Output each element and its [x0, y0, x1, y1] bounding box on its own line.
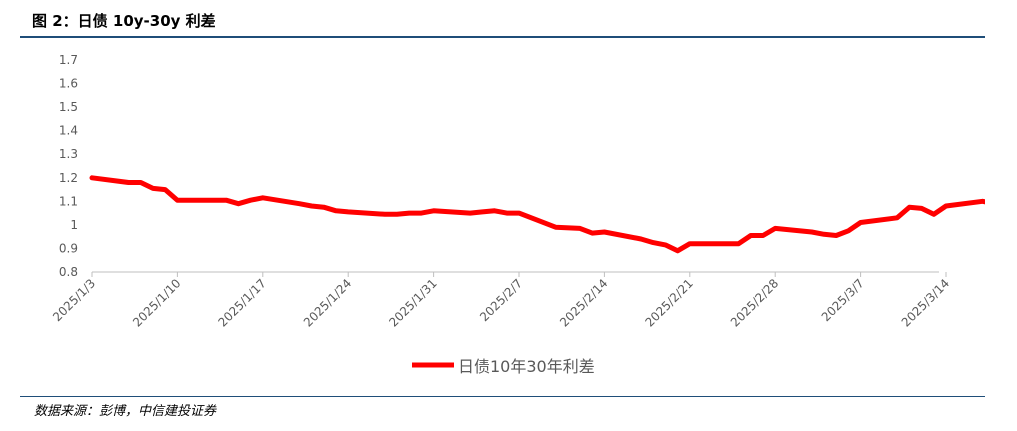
x-tick-label: 2025/2/7: [477, 276, 525, 324]
y-tick-label: 1.6: [59, 77, 78, 91]
source-note: 数据来源：彭博，中信建投证券: [34, 404, 217, 419]
y-tick-label: 1.5: [59, 100, 78, 114]
y-tick-label: 1: [70, 218, 78, 232]
x-tick-label: 2025/1/31: [386, 276, 439, 329]
x-tick-label: 2025/3/14: [899, 276, 952, 329]
x-tick-label: 2025/2/14: [557, 276, 610, 329]
y-tick-label: 1.1: [59, 194, 78, 208]
x-tick-label: 2025/2/21: [643, 276, 696, 329]
x-tick-label: 2025/2/28: [728, 276, 781, 329]
x-tick-label: 2025/1/3: [50, 276, 98, 324]
x-tick-label: 2025/3/21: [984, 276, 985, 329]
legend: 日债10年30年利差: [412, 357, 595, 376]
spread-line-chart: 0.80.911.11.21.31.41.51.61.7 2025/1/3 202…: [50, 53, 1017, 376]
y-tick-label: 0.8: [59, 265, 78, 279]
bottom-rule: [20, 396, 985, 397]
y-tick-label: 1.3: [59, 147, 78, 161]
y-tick-label: 1.4: [59, 124, 78, 138]
x-tick-label: 2025/1/24: [301, 276, 354, 329]
top-rule: [20, 36, 985, 38]
x-tick-label: 2025/1/17: [216, 276, 269, 329]
y-tick-label: 1.7: [59, 53, 78, 67]
legend-label: 日债10年30年利差: [458, 357, 595, 376]
y-tick-label: 1.2: [59, 171, 78, 185]
x-axis: 2025/1/3 2025/1/10 2025/1/17 2025/1/24 2025/…: [50, 272, 1017, 330]
x-tick-label: 2025/3/7: [819, 276, 867, 324]
x-tick-label: 2025/1/10: [130, 276, 183, 329]
y-axis: 0.8 0.9 1 1.1 1.2 1.3 1.4 1.5 1.6 1.7: [59, 53, 78, 279]
figure-title: 图 2：日债 10y-30y 利差: [32, 12, 216, 30]
chart-panel: 0.8 0.9 1 1.1 1.2 1.3 1.4 1.5 1.6 1.7 2025/1/3 202…: [22, 38, 1017, 395]
series-line: [89, 175, 1017, 254]
y-tick-label: 0.9: [59, 241, 78, 255]
